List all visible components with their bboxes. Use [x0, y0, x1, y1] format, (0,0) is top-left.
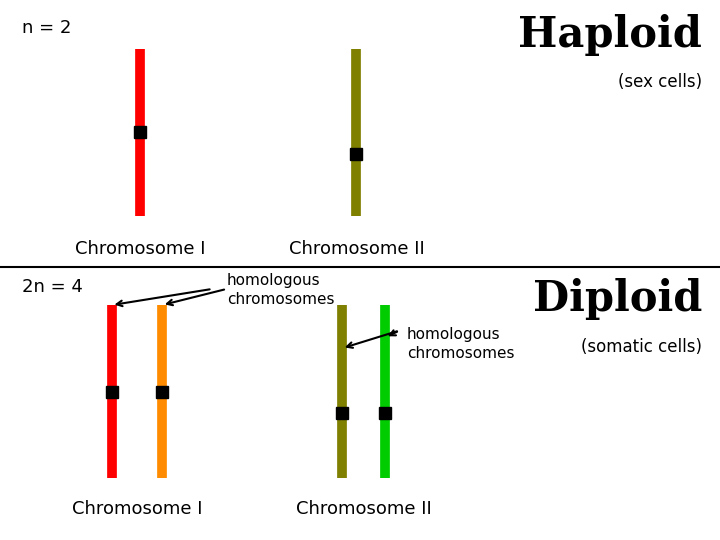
Text: Diploid: Diploid: [533, 278, 702, 320]
Text: 2n = 4: 2n = 4: [22, 278, 83, 296]
Text: (somatic cells): (somatic cells): [581, 338, 702, 355]
Text: n = 2: n = 2: [22, 19, 71, 37]
Text: homologous
chromosomes: homologous chromosomes: [227, 273, 334, 307]
Text: Chromosome II: Chromosome II: [296, 500, 431, 517]
Text: Chromosome I: Chromosome I: [71, 500, 202, 517]
Text: Haploid: Haploid: [518, 14, 702, 56]
Text: Chromosome I: Chromosome I: [75, 240, 206, 258]
Text: homologous
chromosomes: homologous chromosomes: [407, 327, 514, 361]
Text: (sex cells): (sex cells): [618, 73, 702, 91]
Text: Chromosome II: Chromosome II: [289, 240, 424, 258]
